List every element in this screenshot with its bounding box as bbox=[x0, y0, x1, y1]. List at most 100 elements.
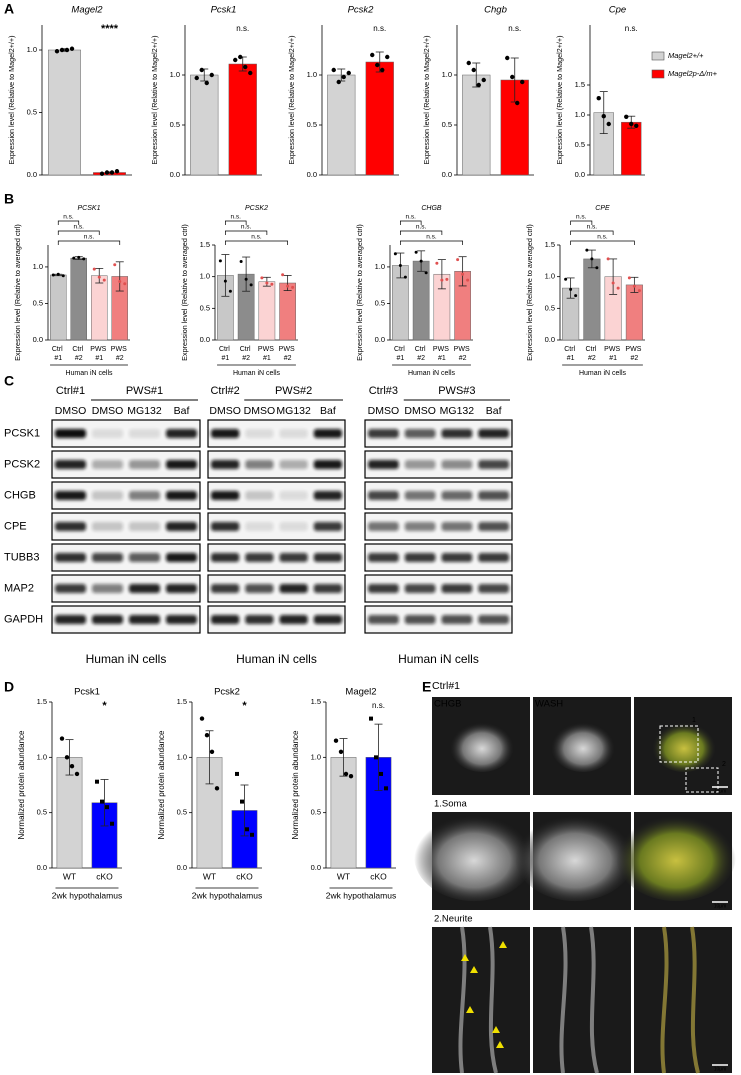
data-point bbox=[569, 287, 573, 291]
data-point bbox=[92, 267, 96, 271]
data-point bbox=[606, 257, 610, 261]
y-tick-label: 0.0 bbox=[311, 863, 321, 872]
y-tick-label: 0.0 bbox=[33, 335, 43, 344]
y-tick-label: 0.5 bbox=[442, 120, 452, 129]
data-point bbox=[590, 257, 594, 261]
error-bar bbox=[283, 274, 292, 292]
y-axis-label: Normalized protein abundance bbox=[17, 730, 26, 840]
blot-band bbox=[166, 491, 197, 500]
x-tick-label: Ctrl #2 bbox=[72, 346, 85, 362]
x-tick-label: Ctrl #2 bbox=[585, 346, 598, 362]
data-point bbox=[51, 273, 55, 277]
x-tick-label: WT bbox=[63, 871, 76, 881]
y-tick-label: 1.0 bbox=[37, 752, 47, 761]
blot-band bbox=[368, 615, 399, 624]
y-tick-label: 1.5 bbox=[200, 240, 210, 249]
significance: n.s. bbox=[74, 224, 85, 231]
x-axis-label: Human iN cells bbox=[579, 370, 627, 377]
blot-lane-label: Baf bbox=[320, 405, 336, 417]
y-tick-label: 1.0 bbox=[27, 45, 37, 54]
data-point bbox=[393, 252, 397, 256]
blot-band bbox=[92, 460, 123, 469]
data-point bbox=[403, 275, 407, 279]
x-tick-label: cKO bbox=[236, 871, 253, 881]
data-point bbox=[585, 248, 589, 252]
cell-signal bbox=[515, 811, 635, 902]
data-point bbox=[574, 294, 578, 298]
arrowhead bbox=[496, 1041, 504, 1048]
data-point bbox=[204, 80, 209, 86]
y-tick-label: 1.5 bbox=[311, 697, 321, 706]
blot-band bbox=[211, 522, 240, 531]
blot-band bbox=[245, 522, 274, 531]
blot-band bbox=[245, 491, 274, 500]
data-point bbox=[471, 67, 476, 73]
blot-band bbox=[55, 553, 86, 562]
data-point bbox=[476, 82, 481, 88]
blot-band bbox=[92, 522, 123, 531]
bar bbox=[91, 275, 108, 341]
legend-swatch bbox=[651, 51, 665, 61]
blot-band bbox=[313, 522, 342, 531]
blot-band bbox=[245, 429, 274, 438]
blot-lane-label: DMSO bbox=[209, 405, 241, 417]
data-point bbox=[384, 786, 388, 791]
data-point bbox=[54, 49, 60, 54]
blot-band bbox=[92, 491, 123, 500]
blot-caption: Human iN cells bbox=[398, 652, 479, 666]
data-point bbox=[348, 773, 354, 779]
neurite bbox=[690, 926, 700, 1074]
data-point bbox=[243, 64, 248, 70]
panel-label: D bbox=[4, 679, 14, 695]
y-axis-label: Expression level (Relative to averaged c… bbox=[180, 224, 189, 361]
blot-band bbox=[129, 491, 160, 500]
data-point bbox=[64, 755, 70, 760]
comparison-bracket bbox=[225, 230, 268, 235]
blot-band bbox=[55, 615, 86, 624]
comparison-bracket bbox=[400, 240, 463, 245]
data-point bbox=[59, 47, 65, 53]
data-point bbox=[245, 827, 249, 832]
blot-caption: Human iN cells bbox=[86, 652, 167, 666]
neurite bbox=[458, 926, 467, 1074]
blot-protein-label: PCSK1 bbox=[4, 427, 40, 439]
blot-band bbox=[279, 460, 308, 469]
data-point bbox=[634, 123, 639, 128]
x-tick-label: PWS #2 bbox=[625, 346, 643, 362]
blot-protein-label: PCSK2 bbox=[4, 458, 40, 470]
x-tick-label: cKO bbox=[370, 871, 387, 881]
x-tick-label: Ctrl #1 bbox=[394, 346, 407, 362]
bar bbox=[258, 281, 276, 341]
data-point bbox=[286, 284, 290, 288]
cell-signal bbox=[414, 811, 534, 902]
x-tick-label: Ctrl #1 bbox=[219, 346, 232, 362]
significance: n.s. bbox=[426, 234, 437, 241]
y-tick-label: 0.5 bbox=[177, 808, 187, 817]
data-point bbox=[369, 716, 373, 721]
chart-title: Magel2 bbox=[71, 5, 103, 16]
chart-title: PCSK2 bbox=[245, 205, 268, 212]
comparison-bracket bbox=[225, 220, 247, 225]
data-point bbox=[270, 282, 274, 286]
data-point bbox=[632, 284, 636, 288]
x-axis-label: Human iN cells bbox=[408, 370, 456, 377]
micrograph bbox=[533, 927, 631, 1073]
data-point bbox=[209, 72, 214, 78]
data-point bbox=[105, 805, 109, 810]
data-point bbox=[616, 286, 620, 290]
arrowhead bbox=[492, 1026, 500, 1033]
y-tick-label: 0.5 bbox=[200, 303, 210, 312]
chart-title: Pcsk1 bbox=[74, 687, 100, 698]
significance: * bbox=[102, 700, 107, 712]
y-tick-label: 0.0 bbox=[307, 170, 317, 179]
data-point bbox=[72, 256, 76, 260]
data-point bbox=[228, 289, 232, 293]
blot-band bbox=[404, 615, 436, 624]
blot-band bbox=[245, 584, 274, 593]
inset-label: 2 bbox=[722, 761, 726, 768]
data-point bbox=[214, 786, 220, 791]
blot-band bbox=[404, 491, 436, 500]
y-axis-label: Expression level (Relative to Magel2+/+) bbox=[287, 35, 296, 164]
row-label: 2.Neurite bbox=[434, 914, 473, 925]
